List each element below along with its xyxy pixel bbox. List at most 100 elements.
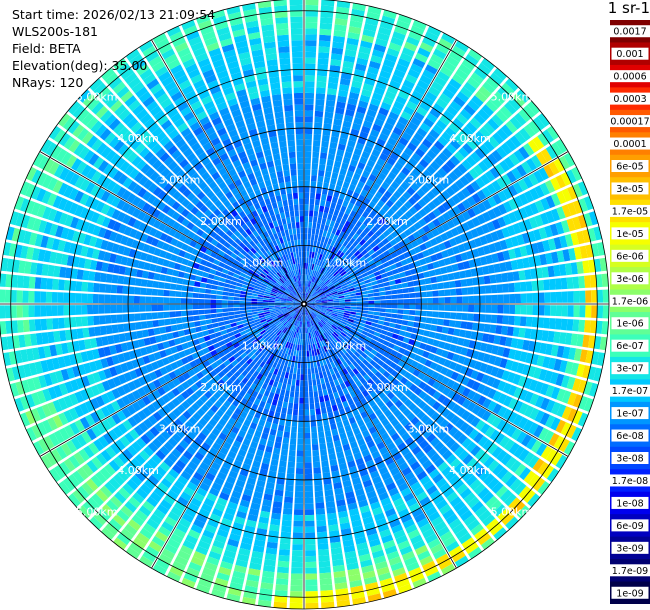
ray-cell bbox=[369, 359, 377, 367]
ray-cell bbox=[342, 247, 348, 254]
ray-cell bbox=[229, 533, 241, 542]
ray-cell bbox=[210, 313, 217, 319]
ray-cell bbox=[336, 287, 343, 292]
ray-cell bbox=[404, 210, 413, 219]
ray-cell bbox=[487, 334, 495, 344]
ray-cell bbox=[264, 553, 277, 561]
ray-cell bbox=[308, 344, 312, 351]
ray-cell bbox=[510, 338, 519, 349]
ray-cell bbox=[275, 436, 283, 443]
ray-cell bbox=[158, 553, 173, 565]
ray-cell bbox=[549, 372, 559, 385]
ray-cell bbox=[482, 265, 490, 275]
ray-cell bbox=[409, 206, 418, 215]
ray-cell bbox=[601, 273, 609, 287]
ray-cell bbox=[254, 430, 262, 438]
ray-cell bbox=[408, 441, 418, 451]
ray-cell bbox=[307, 368, 311, 375]
ray-cell bbox=[491, 180, 502, 192]
ray-cell bbox=[523, 143, 535, 156]
ray-cell bbox=[550, 208, 561, 222]
ray-cell bbox=[523, 176, 534, 189]
ray-cell bbox=[437, 204, 447, 214]
ray-cell bbox=[508, 348, 517, 360]
ray-cell bbox=[475, 372, 485, 382]
ray-cell bbox=[300, 333, 303, 340]
ray-cell bbox=[310, 282, 314, 288]
ray-cell bbox=[328, 183, 336, 191]
ray-cell bbox=[344, 220, 351, 228]
ray-cell bbox=[418, 279, 426, 286]
ray-cell bbox=[256, 373, 263, 380]
ray-cell bbox=[322, 285, 328, 291]
ray-cell bbox=[257, 352, 264, 359]
ray-cell bbox=[309, 210, 314, 217]
ray-cell bbox=[122, 295, 129, 304]
ray-cell bbox=[319, 572, 332, 580]
ray-cell bbox=[555, 139, 568, 154]
ray-cell bbox=[564, 361, 574, 375]
ray-cell bbox=[443, 257, 452, 266]
ray-cell bbox=[99, 325, 107, 336]
ray-cell bbox=[192, 304, 199, 310]
ray-cell bbox=[425, 506, 438, 517]
ray-cell bbox=[120, 505, 134, 518]
ray-cell bbox=[387, 327, 395, 333]
ray-cell bbox=[411, 90, 424, 101]
ray-cell bbox=[380, 272, 388, 279]
ray-cell bbox=[365, 321, 372, 326]
ray-cell bbox=[134, 287, 141, 295]
ray-cell bbox=[169, 297, 176, 304]
ray-cell bbox=[370, 338, 377, 345]
ray-cell bbox=[559, 332, 567, 345]
ray-cell bbox=[313, 391, 319, 398]
ray-cell bbox=[442, 508, 455, 520]
ray-cell bbox=[477, 246, 486, 257]
ray-cell bbox=[254, 349, 261, 357]
ray-cell bbox=[354, 186, 362, 194]
ray-cell bbox=[379, 375, 387, 383]
ray-cell bbox=[237, 449, 247, 457]
ray-cell bbox=[387, 171, 397, 181]
ray-cell bbox=[319, 34, 331, 42]
ray-cell bbox=[599, 257, 608, 272]
ray-cell bbox=[367, 66, 379, 75]
ray-cell bbox=[197, 432, 207, 442]
ray-cell bbox=[314, 330, 319, 337]
ray-cell bbox=[308, 307, 313, 313]
ray-cell bbox=[448, 78, 462, 90]
ray-cell bbox=[305, 561, 317, 568]
ray-cell bbox=[304, 415, 310, 422]
ray-cell bbox=[354, 317, 361, 322]
ray-cell bbox=[293, 520, 303, 527]
ray-cell bbox=[299, 403, 304, 410]
ray-cell bbox=[348, 435, 356, 444]
ray-cell bbox=[382, 325, 389, 331]
ray-cell bbox=[245, 482, 255, 491]
ray-cell bbox=[336, 315, 343, 319]
ray-cell bbox=[349, 314, 356, 318]
ray-cell bbox=[408, 426, 418, 436]
ray-cell bbox=[247, 446, 257, 455]
ray-cell bbox=[477, 323, 485, 332]
ray-cell bbox=[75, 316, 83, 327]
ray-cell bbox=[277, 369, 282, 377]
ray-cell bbox=[163, 311, 170, 319]
ray-cell bbox=[499, 435, 510, 448]
ray-cell bbox=[216, 497, 228, 507]
ray-cell bbox=[538, 305, 545, 316]
ray-cell bbox=[390, 181, 400, 190]
ray-cell bbox=[306, 327, 309, 334]
ray-cell bbox=[330, 348, 336, 355]
ray-cell bbox=[409, 215, 418, 225]
ray-cell bbox=[449, 288, 457, 296]
ray-cell bbox=[321, 134, 330, 142]
ray-cell bbox=[211, 318, 218, 324]
ray-cell bbox=[373, 436, 383, 445]
ray-cell bbox=[239, 307, 246, 311]
ray-cell bbox=[296, 456, 304, 463]
ray-cell bbox=[288, 396, 294, 404]
ray-cell bbox=[356, 275, 363, 280]
ray-cell bbox=[355, 111, 365, 120]
ray-cell bbox=[496, 419, 507, 431]
